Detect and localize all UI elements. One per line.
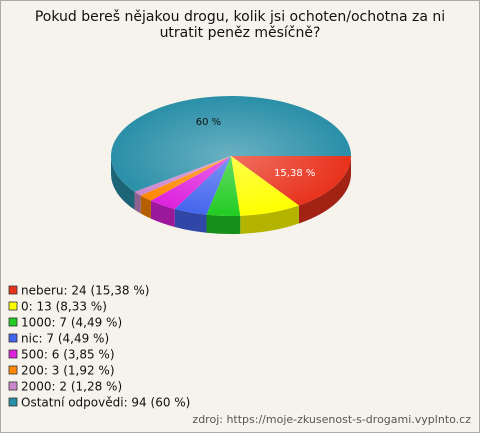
legend-swatch xyxy=(8,365,18,375)
legend-swatch xyxy=(8,349,18,359)
legend-label: 500: 6 (3,85 %) xyxy=(21,348,115,362)
slice-side xyxy=(298,156,351,224)
legend-label: Ostatní odpovědi: 94 (60 %) xyxy=(21,396,190,410)
value-label: 15,38 % xyxy=(274,168,315,179)
legend-label: 200: 3 (1,92 %) xyxy=(21,364,115,378)
value-label: 60 % xyxy=(196,117,221,128)
slice-side xyxy=(111,156,135,210)
legend-label: 0: 13 (8,33 %) xyxy=(21,300,107,314)
legend-swatch xyxy=(8,285,18,295)
slice-side xyxy=(174,208,207,233)
shine xyxy=(111,96,351,216)
slice-side xyxy=(206,214,241,234)
slice-side xyxy=(150,200,175,227)
source: zdroj: https://moje-zkusenost-s-drogami.… xyxy=(192,413,471,426)
legend-swatch xyxy=(8,317,18,327)
legend-swatch xyxy=(8,381,18,391)
legend-label: 1000: 7 (4,49 %) xyxy=(21,316,122,330)
legend-swatch xyxy=(8,333,18,343)
legend-label: nic: 7 (4,49 %) xyxy=(21,332,109,346)
slice-side xyxy=(140,195,151,219)
slice-side xyxy=(240,205,299,234)
slice-side xyxy=(134,191,141,214)
legend-label: 2000: 2 (1,28 %) xyxy=(21,380,122,394)
legend-label: neberu: 24 (15,38 %) xyxy=(21,284,149,298)
legend-swatch xyxy=(8,301,18,311)
chart-title: Pokud bereš nějakou drogu, kolik jsi och… xyxy=(34,9,446,41)
legend-swatch xyxy=(8,397,18,407)
